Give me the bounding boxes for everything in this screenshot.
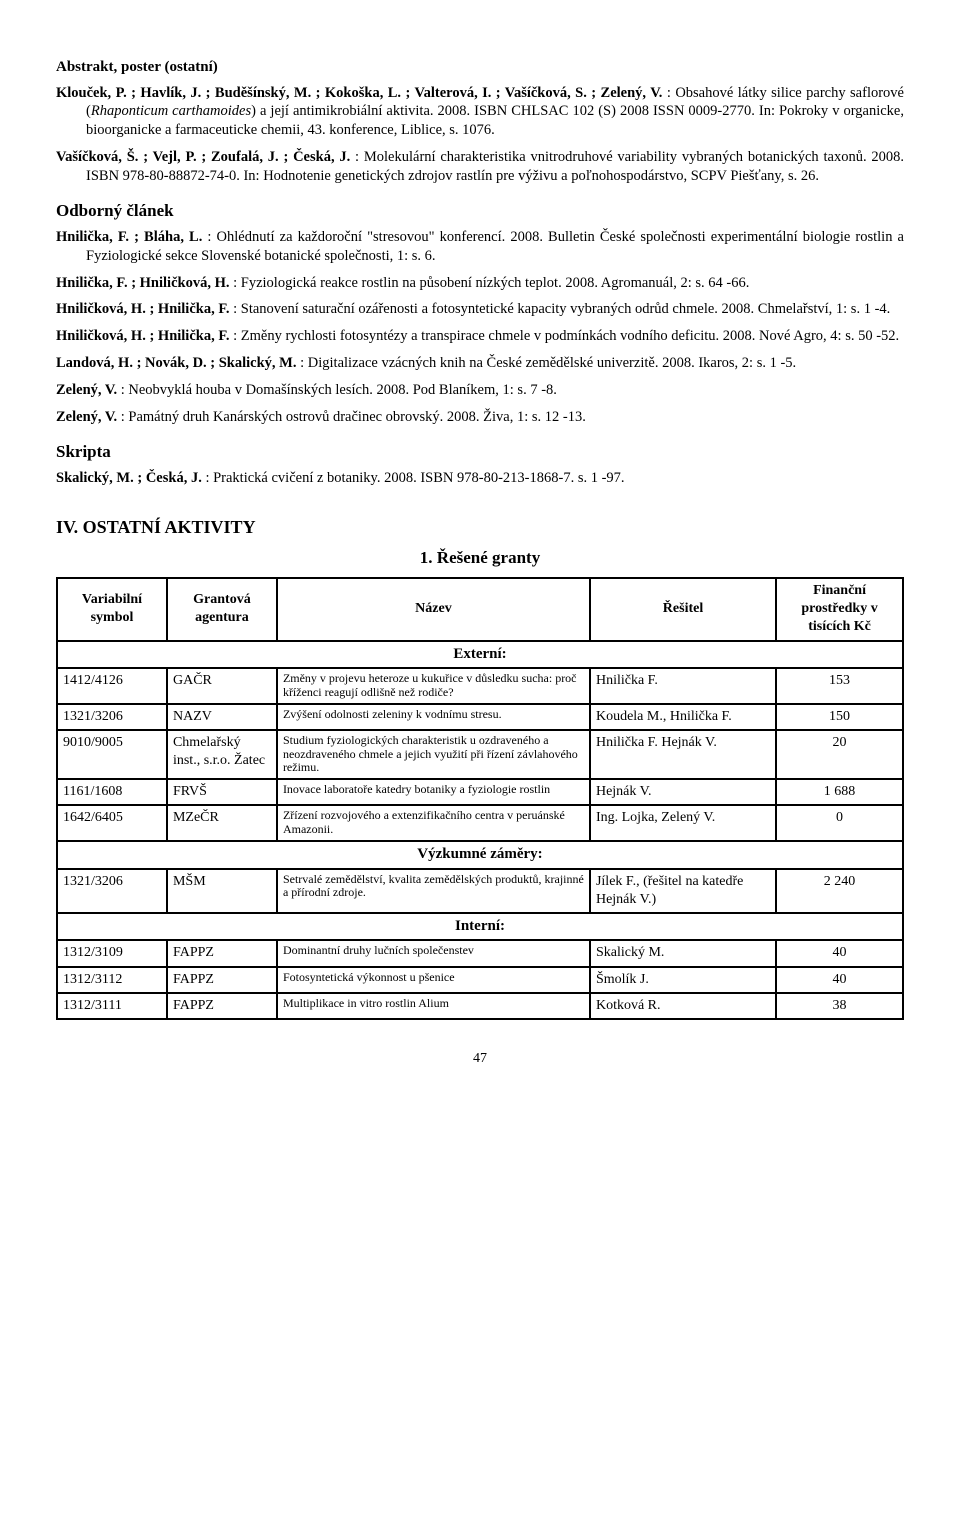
table-cell: MŠM: [167, 869, 277, 913]
table-cell: Dominantní druhy lučních společenstev: [277, 940, 590, 966]
table-cell: Inovace laboratoře katedry botaniky a fy…: [277, 779, 590, 805]
table-cell: Skalický M.: [590, 940, 776, 966]
table-cell: Setrvalé zemědělství, kvalita zemědělský…: [277, 869, 590, 913]
table-row: 1312/3111FAPPZMultiplikace in vitro rost…: [57, 993, 903, 1019]
table-cell: Změny v projevu heteroze u kukuřice v dů…: [277, 668, 590, 704]
table-row: 1321/3206NAZVZvýšení odolnosti zeleniny …: [57, 704, 903, 730]
table-cell: FAPPZ: [167, 993, 277, 1019]
table-cell: Chmelařský inst., s.r.o. Žatec: [167, 730, 277, 779]
table-cell: FAPPZ: [167, 940, 277, 966]
table-cell: 9010/9005: [57, 730, 167, 779]
grants-table: Variabilní symbolGrantová agenturaNázevŘ…: [56, 577, 904, 1020]
table-cell: Fotosyntetická výkonnost u pšenice: [277, 967, 590, 993]
page-number: 47: [56, 1050, 904, 1068]
odborny-entry: Hniličková, H. ; Hnilička, F. : Stanoven…: [56, 300, 904, 319]
table-cell: FRVŠ: [167, 779, 277, 805]
table-cell: 38: [776, 993, 903, 1019]
skripta-entry: Skalický, M. ; Česká, J. : Praktická cvi…: [56, 469, 904, 488]
odborny-entry: Hnilička, F. ; Bláha, L. : Ohlédnutí za …: [56, 228, 904, 266]
table-cell: 20: [776, 730, 903, 779]
table-row: 1312/3112FAPPZFotosyntetická výkonnost u…: [57, 967, 903, 993]
table-cell: Kotková R.: [590, 993, 776, 1019]
table-section-header: Interní:: [57, 913, 903, 941]
table-cell: Zvýšení odolnosti zeleniny k vodnímu str…: [277, 704, 590, 730]
table-cell: 150: [776, 704, 903, 730]
table-cell: GAČR: [167, 668, 277, 704]
odborny-entry: Landová, H. ; Novák, D. ; Skalický, M. :…: [56, 354, 904, 373]
table-row: 1412/4126GAČRZměny v projevu heteroze u …: [57, 668, 903, 704]
table-section-header: Externí:: [57, 641, 903, 669]
abstrakt-entry: Vašíčková, Š. ; Vejl, P. ; Zoufalá, J. ;…: [56, 148, 904, 186]
table-header-cell: Grantová agentura: [167, 578, 277, 641]
table-cell: 1312/3111: [57, 993, 167, 1019]
table-cell: Koudela M., Hnilička F.: [590, 704, 776, 730]
table-cell: 1161/1608: [57, 779, 167, 805]
table-cell: 1312/3109: [57, 940, 167, 966]
ostatni-heading: IV. OSTATNÍ AKTIVITY: [56, 516, 904, 539]
table-cell: Hnilička F. Hejnák V.: [590, 730, 776, 779]
abstrakt-list: Klouček, P. ; Havlík, J. ; Buděšínský, M…: [56, 84, 904, 186]
abstrakt-entry: Klouček, P. ; Havlík, J. ; Buděšínský, M…: [56, 84, 904, 141]
table-cell: Ing. Lojka, Zelený V.: [590, 805, 776, 841]
table-row: 1161/1608FRVŠInovace laboratoře katedry …: [57, 779, 903, 805]
table-cell: 40: [776, 967, 903, 993]
table-cell: FAPPZ: [167, 967, 277, 993]
table-row: 1321/3206MŠMSetrvalé zemědělství, kvalit…: [57, 869, 903, 913]
table-cell: Hejnák V.: [590, 779, 776, 805]
odborny-entry: Hniličková, H. ; Hnilička, F. : Změny ry…: [56, 327, 904, 346]
granty-heading: 1. Řešené granty: [56, 547, 904, 569]
table-cell: 1312/3112: [57, 967, 167, 993]
table-cell: NAZV: [167, 704, 277, 730]
table-header-cell: Řešitel: [590, 578, 776, 641]
table-cell: 153: [776, 668, 903, 704]
table-cell: Zřízení rozvojového a extenzifikačního c…: [277, 805, 590, 841]
table-header-cell: Finanční prostředky v tisících Kč: [776, 578, 903, 641]
table-cell: 2 240: [776, 869, 903, 913]
odborny-entry: Zelený, V. : Neobvyklá houba v Domašínsk…: [56, 381, 904, 400]
odborny-entry: Zelený, V. : Památný druh Kanárských ost…: [56, 408, 904, 427]
table-cell: Šmolík J.: [590, 967, 776, 993]
table-cell: Hnilička F.: [590, 668, 776, 704]
table-cell: Multiplikace in vitro rostlin Alium: [277, 993, 590, 1019]
table-cell: Studium fyziologických charakteristik u …: [277, 730, 590, 779]
odborny-list: Hnilička, F. ; Bláha, L. : Ohlédnutí za …: [56, 228, 904, 427]
table-cell: 1321/3206: [57, 704, 167, 730]
table-row: 9010/9005Chmelařský inst., s.r.o. ŽatecS…: [57, 730, 903, 779]
table-cell: 40: [776, 940, 903, 966]
table-cell: 0: [776, 805, 903, 841]
odborny-heading: Odborný článek: [56, 200, 904, 222]
table-row: 1642/6405MZeČRZřízení rozvojového a exte…: [57, 805, 903, 841]
abstrakt-heading: Abstrakt, poster (ostatní): [56, 58, 904, 78]
table-cell: MZeČR: [167, 805, 277, 841]
table-header-cell: Variabilní symbol: [57, 578, 167, 641]
table-cell: Jílek F., (řešitel na katedře Hejnák V.): [590, 869, 776, 913]
table-cell: 1 688: [776, 779, 903, 805]
table-section-header: Výzkumné záměry:: [57, 841, 903, 869]
table-cell: 1412/4126: [57, 668, 167, 704]
table-cell: 1321/3206: [57, 869, 167, 913]
table-row: 1312/3109FAPPZDominantní druhy lučních s…: [57, 940, 903, 966]
odborny-entry: Hnilička, F. ; Hniličková, H. : Fyziolog…: [56, 274, 904, 293]
skripta-heading: Skripta: [56, 441, 904, 463]
skripta-body: Skalický, M. ; Česká, J. : Praktická cvi…: [56, 469, 904, 488]
table-cell: 1642/6405: [57, 805, 167, 841]
table-header-cell: Název: [277, 578, 590, 641]
